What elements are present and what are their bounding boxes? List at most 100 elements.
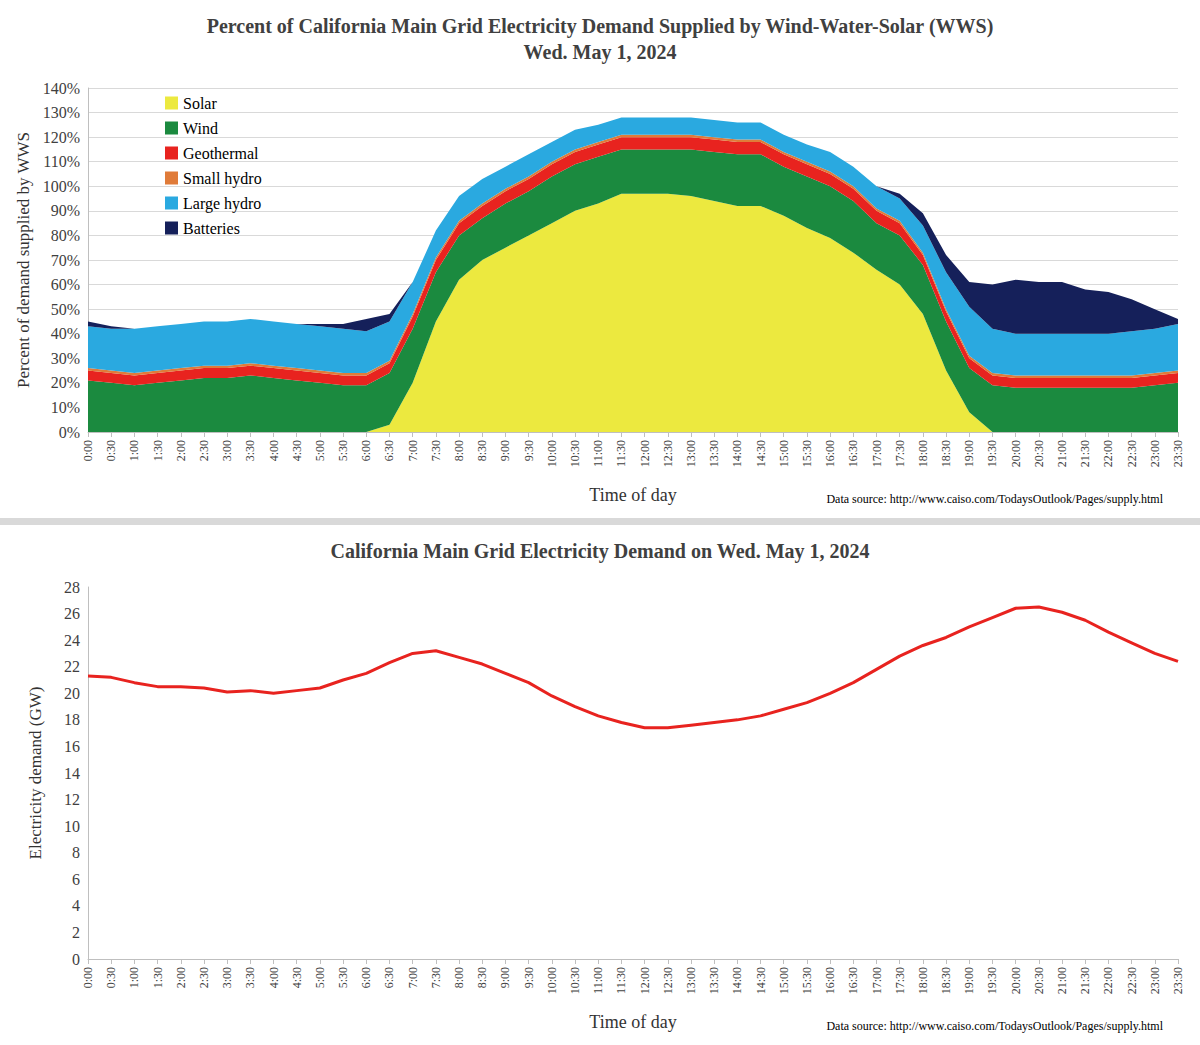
svg-text:15:00: 15:00: [777, 967, 791, 994]
svg-text:6:00: 6:00: [359, 967, 373, 988]
svg-text:11:00: 11:00: [591, 967, 605, 994]
svg-text:15:30: 15:30: [800, 440, 814, 467]
svg-text:22:00: 22:00: [1101, 440, 1115, 467]
svg-text:23:30: 23:30: [1171, 440, 1185, 467]
svg-text:Percent of demand supplied by: Percent of demand supplied by WWS: [14, 132, 33, 388]
svg-text:8:30: 8:30: [475, 440, 489, 461]
svg-text:14:00: 14:00: [730, 440, 744, 467]
svg-text:7:30: 7:30: [429, 967, 443, 988]
svg-text:19:00: 19:00: [962, 440, 976, 467]
svg-text:3:30: 3:30: [243, 440, 257, 461]
svg-text:8:00: 8:00: [452, 440, 466, 461]
svg-text:22:30: 22:30: [1125, 440, 1139, 467]
svg-text:11:30: 11:30: [614, 440, 628, 467]
svg-text:140%: 140%: [43, 80, 80, 97]
svg-text:21:30: 21:30: [1078, 967, 1092, 994]
svg-text:0: 0: [72, 951, 80, 968]
svg-text:California Main Grid Electrici: California Main Grid Electricity Demand …: [330, 540, 869, 563]
svg-text:3:00: 3:00: [220, 967, 234, 988]
svg-text:23:00: 23:00: [1148, 967, 1162, 994]
svg-text:16:00: 16:00: [823, 967, 837, 994]
svg-text:70%: 70%: [51, 252, 80, 269]
svg-text:5:30: 5:30: [336, 440, 350, 461]
svg-text:17:30: 17:30: [893, 440, 907, 467]
svg-text:10:00: 10:00: [545, 967, 559, 994]
svg-text:Large hydro: Large hydro: [183, 195, 261, 213]
svg-text:14:30: 14:30: [754, 440, 768, 467]
svg-text:12: 12: [64, 791, 80, 808]
svg-text:Data source: http://www.caiso.: Data source: http://www.caiso.com/Todays…: [826, 492, 1163, 506]
svg-text:20: 20: [64, 685, 80, 702]
svg-text:0:00: 0:00: [81, 440, 95, 461]
svg-text:80%: 80%: [51, 227, 80, 244]
svg-text:14: 14: [64, 765, 80, 782]
svg-text:10:30: 10:30: [568, 967, 582, 994]
svg-text:120%: 120%: [43, 129, 80, 146]
svg-text:8: 8: [72, 844, 80, 861]
svg-text:0:30: 0:30: [104, 967, 118, 988]
svg-text:100%: 100%: [43, 178, 80, 195]
svg-text:19:00: 19:00: [962, 967, 976, 994]
svg-text:Data source: http://www.caiso.: Data source: http://www.caiso.com/Todays…: [826, 1019, 1163, 1033]
svg-text:2: 2: [72, 924, 80, 941]
svg-text:3:00: 3:00: [220, 440, 234, 461]
svg-text:10:30: 10:30: [568, 440, 582, 467]
svg-text:16:00: 16:00: [823, 440, 837, 467]
svg-text:23:00: 23:00: [1148, 440, 1162, 467]
svg-text:11:30: 11:30: [614, 967, 628, 994]
svg-text:0:00: 0:00: [81, 967, 95, 988]
svg-text:6:30: 6:30: [382, 440, 396, 461]
svg-text:11:00: 11:00: [591, 440, 605, 467]
svg-text:18:00: 18:00: [916, 440, 930, 467]
svg-text:13:00: 13:00: [684, 440, 698, 467]
svg-text:2:00: 2:00: [174, 967, 188, 988]
svg-text:Electricity demand (GW): Electricity demand (GW): [26, 687, 45, 860]
svg-text:2:00: 2:00: [174, 440, 188, 461]
svg-text:21:00: 21:00: [1055, 440, 1069, 467]
svg-text:0%: 0%: [59, 424, 80, 441]
svg-text:5:00: 5:00: [313, 440, 327, 461]
svg-text:17:00: 17:00: [870, 440, 884, 467]
svg-text:40%: 40%: [51, 325, 80, 342]
svg-text:1:30: 1:30: [151, 967, 165, 988]
svg-text:5:30: 5:30: [336, 967, 350, 988]
svg-text:6:30: 6:30: [382, 967, 396, 988]
svg-text:12:00: 12:00: [638, 440, 652, 467]
svg-text:12:30: 12:30: [661, 440, 675, 467]
svg-text:28: 28: [64, 579, 80, 596]
svg-text:19:30: 19:30: [985, 967, 999, 994]
svg-text:9:00: 9:00: [498, 967, 512, 988]
svg-text:18: 18: [64, 711, 80, 728]
svg-text:13:30: 13:30: [707, 967, 721, 994]
svg-text:7:30: 7:30: [429, 440, 443, 461]
svg-text:130%: 130%: [43, 104, 80, 121]
svg-text:2:30: 2:30: [197, 440, 211, 461]
svg-text:1:30: 1:30: [151, 440, 165, 461]
svg-text:Batteries: Batteries: [183, 220, 240, 237]
svg-text:21:30: 21:30: [1078, 440, 1092, 467]
svg-text:9:00: 9:00: [498, 440, 512, 461]
svg-text:5:00: 5:00: [313, 967, 327, 988]
svg-text:10: 10: [64, 818, 80, 835]
svg-text:8:30: 8:30: [475, 967, 489, 988]
svg-text:16:30: 16:30: [846, 967, 860, 994]
svg-text:2:30: 2:30: [197, 967, 211, 988]
svg-text:23:30: 23:30: [1171, 967, 1185, 994]
svg-text:12:00: 12:00: [638, 967, 652, 994]
svg-text:17:00: 17:00: [870, 967, 884, 994]
svg-text:20:00: 20:00: [1009, 967, 1023, 994]
svg-text:12:30: 12:30: [661, 967, 675, 994]
svg-text:3:30: 3:30: [243, 967, 257, 988]
svg-text:4: 4: [72, 897, 80, 914]
svg-text:4:30: 4:30: [290, 967, 304, 988]
svg-text:8:00: 8:00: [452, 967, 466, 988]
svg-text:16: 16: [64, 738, 80, 755]
svg-text:13:00: 13:00: [684, 967, 698, 994]
svg-text:22:30: 22:30: [1125, 967, 1139, 994]
svg-text:15:30: 15:30: [800, 967, 814, 994]
svg-text:7:00: 7:00: [406, 440, 420, 461]
svg-text:Wed. May 1, 2024: Wed. May 1, 2024: [524, 41, 677, 64]
svg-text:22: 22: [64, 658, 80, 675]
svg-text:4:00: 4:00: [267, 967, 281, 988]
svg-text:10:00: 10:00: [545, 440, 559, 467]
